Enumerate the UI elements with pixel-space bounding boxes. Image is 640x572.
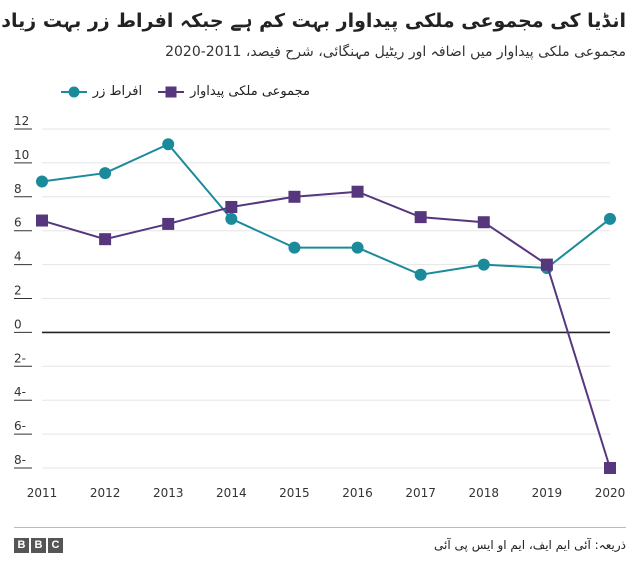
gdp-point: [225, 200, 238, 213]
gdp-point: [414, 211, 427, 224]
bbc-logo-letter-2: B: [31, 538, 46, 553]
bbc-logo: B B C: [14, 538, 63, 553]
y-tick-label: 4-: [14, 385, 26, 399]
inflation-point: [36, 175, 48, 188]
inflation-point: [414, 268, 427, 281]
y-tick-label: 6-: [14, 419, 26, 433]
gdp-point: [604, 462, 616, 474]
gdp-point: [162, 217, 175, 230]
x-tick-label: 2016: [342, 486, 373, 500]
inflation-point: [351, 241, 364, 254]
y-tick-label: 8: [14, 182, 22, 196]
footer-divider: [14, 527, 626, 528]
x-tick-label: 2019: [532, 486, 563, 500]
y-tick-label: 8-: [14, 453, 26, 467]
legend-marker-circle: [68, 86, 80, 97]
inflation-point: [288, 241, 301, 254]
gdp-point: [351, 185, 364, 198]
inflation-line: [41, 143, 611, 276]
x-tick-label: 2018: [469, 486, 500, 500]
chart-title: انڈیا کی مجموعی ملکی پیداوار بہت کم ہے ج…: [0, 10, 626, 32]
x-tick-label: 2015: [279, 486, 310, 500]
chart-subtitle: مجموعی ملکی پیداوار میں اضافہ اور ریٹیل …: [165, 44, 626, 60]
legend-swatch-gdp: [158, 86, 185, 97]
y-tick-label: 2-: [14, 351, 26, 365]
gdp-point: [540, 258, 553, 271]
bbc-logo-letter-1: B: [14, 538, 29, 553]
y-tick-label: 0: [14, 317, 22, 331]
inflation-point: [604, 212, 616, 225]
gdp-point: [99, 233, 112, 246]
bbc-logo-letter-3: C: [48, 538, 63, 553]
inflation-point: [225, 212, 238, 225]
legend-item-inflation: افراط زر: [60, 84, 143, 99]
legend: افراط زر مجموعی ملکی پیداوار: [60, 84, 310, 99]
inflation-point: [477, 258, 490, 271]
x-tick-label: 2011: [27, 486, 58, 500]
y-tick-label: 12: [14, 114, 29, 128]
legend-label-inflation: افراط زر: [92, 84, 143, 99]
x-tick-label: 2017: [405, 486, 436, 500]
x-tick-label: 2013: [153, 486, 184, 500]
gdp-point: [288, 190, 301, 203]
x-tick-label: 2014: [216, 486, 247, 500]
x-tick-label: 2012: [90, 486, 121, 500]
inflation-point: [162, 138, 175, 151]
inflation-point: [99, 167, 112, 180]
y-tick-label: 2: [14, 284, 22, 298]
gdp-point: [36, 214, 48, 227]
legend-marker-square: [165, 86, 177, 97]
y-tick-label: 4: [14, 250, 22, 264]
legend-swatch-inflation: [60, 86, 87, 97]
gdp-point: [477, 216, 490, 229]
x-tick-label: 2020: [595, 486, 626, 500]
gdp-line: [41, 190, 611, 469]
y-tick-label: 6: [14, 216, 22, 230]
source-note: ذریعہ: آئی ایم ایف، ایم او ایس پی آئی: [434, 538, 626, 552]
y-tick-label: 10: [14, 148, 29, 162]
legend-item-gdp: مجموعی ملکی پیداوار: [158, 84, 310, 99]
line-chart: 12 10 8 6 4 2 0 2- 4- 6- 8- 2011 2012 2013 2014 2015 201…: [14, 114, 626, 500]
legend-label-gdp: مجموعی ملکی پیداوار: [190, 84, 310, 99]
